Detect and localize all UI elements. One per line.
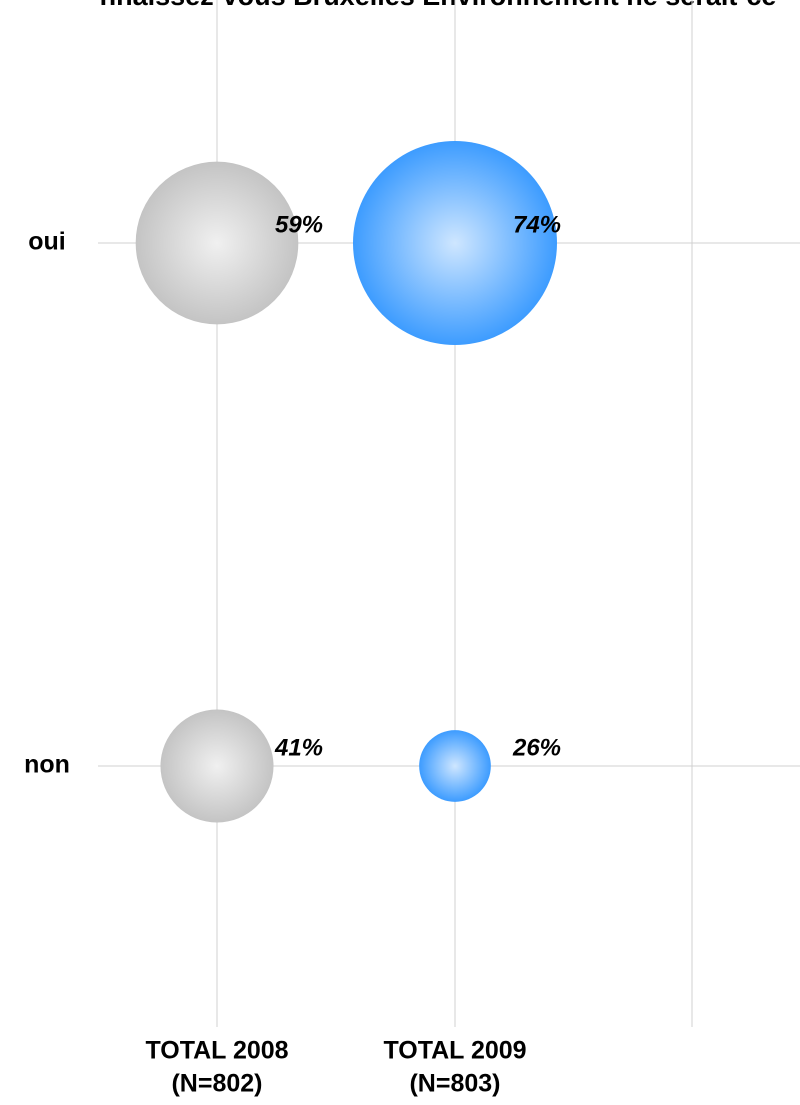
data-label: 74% bbox=[513, 211, 561, 238]
x-tick-label: TOTAL 2009 bbox=[383, 1037, 526, 1065]
bubble-highlight bbox=[419, 730, 491, 802]
data-label: 59% bbox=[275, 211, 323, 238]
data-label: 41% bbox=[274, 734, 323, 761]
x-tick-label: (N=803) bbox=[409, 1070, 500, 1098]
bubble-highlight bbox=[353, 141, 557, 345]
bubble-highlight bbox=[135, 161, 299, 325]
data-label: 26% bbox=[512, 734, 561, 761]
y-tick-label: non bbox=[24, 751, 70, 779]
chart-title: nnaissez-vous Bruxelles Environnement ne… bbox=[100, 0, 777, 11]
x-tick-label: TOTAL 2008 bbox=[145, 1037, 288, 1065]
y-tick-label: oui bbox=[28, 228, 66, 256]
x-tick-label: (N=802) bbox=[171, 1070, 262, 1098]
bubble-highlight bbox=[160, 709, 274, 823]
